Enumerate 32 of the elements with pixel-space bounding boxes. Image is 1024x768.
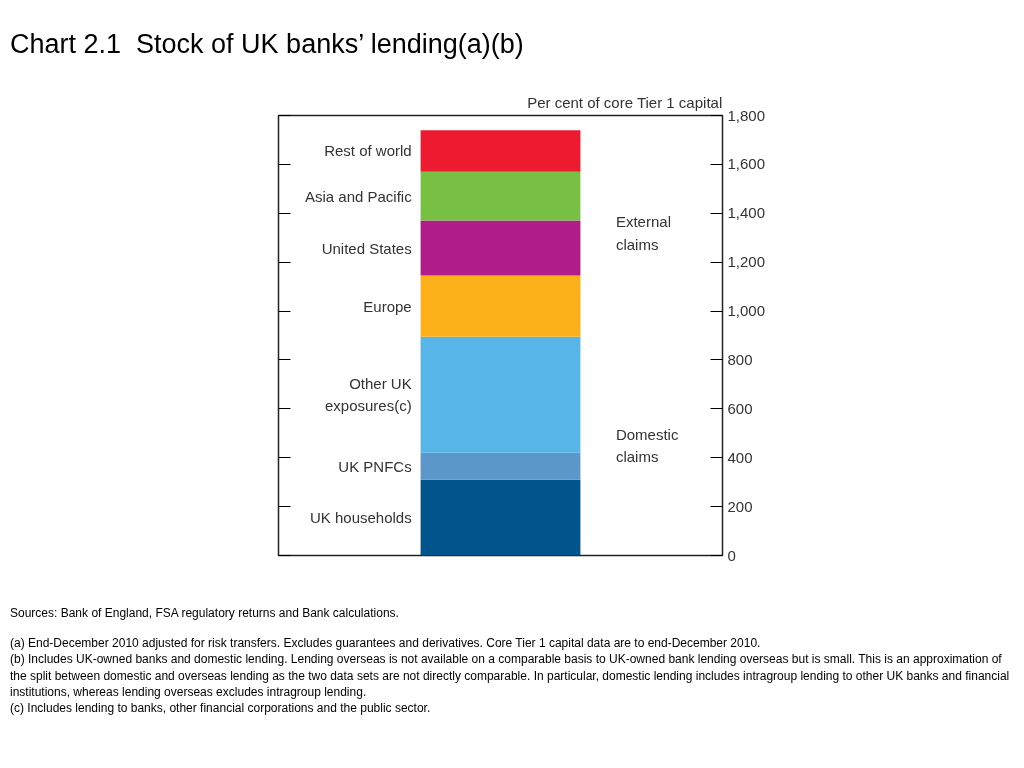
series-label: Rest of world xyxy=(324,142,412,160)
y-tick-label: 1,600 xyxy=(727,155,766,173)
bar xyxy=(420,130,581,172)
y-tick-label: 1,200 xyxy=(727,253,766,271)
y-axis-title: Per cent of core Tier 1 capital xyxy=(527,93,723,111)
bar xyxy=(420,220,581,276)
text: (a) End-December 2010 adjusted for risk transfers. Excludes guarantees and derivatives. Core Tier 1 capital data are to end-December 2010. xyxy=(10,635,762,652)
y-tick-label: 1,400 xyxy=(727,204,766,222)
series-label: United States xyxy=(321,239,412,257)
series-label: UK PNFCs xyxy=(338,457,412,475)
y-tick-label: 0 xyxy=(727,546,736,564)
bar xyxy=(420,452,581,480)
source-note: Sources: Bank of England, FSA regulatory returns and Bank calculations. xyxy=(10,605,400,622)
bar xyxy=(420,171,581,221)
series-label: Asia and Pacific xyxy=(304,187,413,205)
text: Domestic claims xyxy=(615,425,679,466)
y-tick-label: 200 xyxy=(727,497,753,515)
y-tick-label: 600 xyxy=(727,399,753,417)
y-tick-label: 400 xyxy=(727,448,753,466)
series-label: Other UK exposures(c) xyxy=(325,375,412,415)
y-tick-label: 1,800 xyxy=(727,106,766,124)
bar xyxy=(420,275,581,337)
series-label: Europe xyxy=(363,297,412,315)
bar xyxy=(420,336,581,453)
y-tick-label: 1,000 xyxy=(727,302,766,320)
chart-title: Chart 2.1 Stock of UK banks’ lending(a)(b) xyxy=(10,28,524,61)
text: (c) Includes lending to banks, other financial corporations and the public sector. xyxy=(10,699,432,717)
bar xyxy=(420,479,581,556)
text: External claims xyxy=(615,213,671,253)
series-label: UK households xyxy=(309,509,412,527)
y-tick-label: 800 xyxy=(727,350,753,368)
text: (b) Includes UK-owned banks and domestic lending. Lending overseas is not available on a comparable basis to UK-owned bank lending overseas but is small. This is an approximation of the split between domestic and overseas lending as the two data sets are not directly comparable. In particular, domestic lending includes intragroup lending to other UK banks and financial institutions, whereas lending overseas excludes intragroup lending. xyxy=(10,651,1010,700)
